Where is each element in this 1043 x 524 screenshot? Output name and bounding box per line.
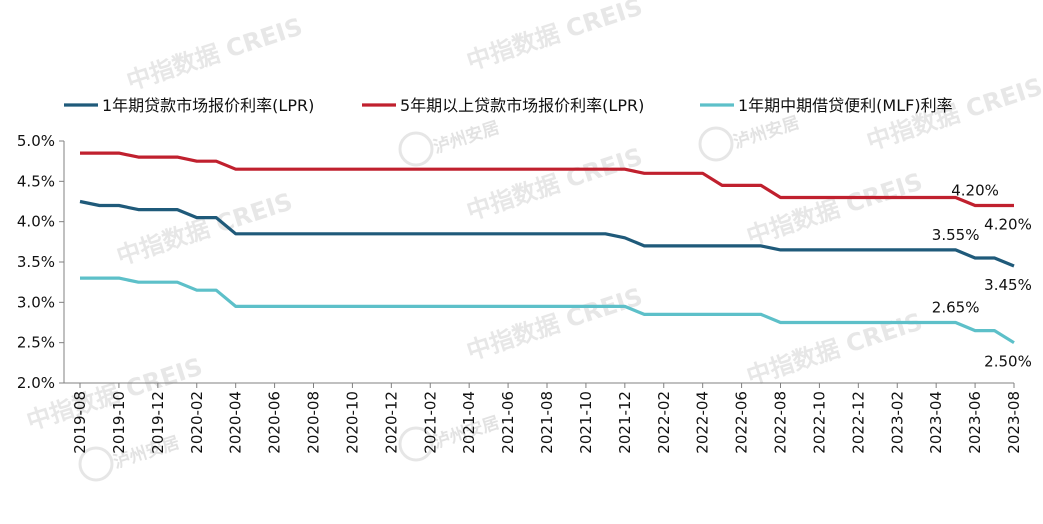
x-tick-label: 2021-10 (577, 391, 595, 454)
x-tick-label: 2019-12 (149, 391, 167, 454)
x-tick-label: 2022-08 (772, 391, 790, 454)
x-tick-label: 2020-12 (382, 391, 400, 454)
x-tick-label: 2019-10 (110, 391, 128, 454)
legend-label-3: 1年期中期借贷便利(MLF)利率 (738, 96, 953, 115)
watermark-text: 中指数据 CREIS (743, 168, 926, 251)
legend-label-2: 5年期以上贷款市场报价利率(LPR) (400, 96, 644, 115)
data-label-3: 2.65% (932, 299, 980, 317)
x-tick-label: 2023-08 (1005, 391, 1023, 454)
watermark-text: 中指数据 CREIS (463, 143, 646, 226)
watermark-text: 中指数据 CREIS (123, 13, 306, 96)
data-label-1: 3.55% (932, 226, 980, 244)
axes: 2.0% 2.5% 3.0% 3.5% 4.0% 4.5% 5.0% 2019-08 2019-… (17, 132, 1023, 454)
watermark-text: 中指数据 CREIS (463, 283, 646, 366)
x-tick-label: 2022-12 (849, 391, 867, 454)
y-tick-label: 5.0% (17, 132, 55, 150)
y-tick-label: 3.0% (17, 293, 55, 311)
series-line-1 (79, 199, 1015, 268)
series-line-3 (80, 276, 1015, 345)
x-tick-label: 2023-04 (927, 391, 945, 454)
x-tick-label: 2021-06 (499, 391, 517, 454)
x-tick-label: 2021-12 (616, 391, 634, 454)
x-tick-label: 2019-08 (71, 391, 89, 454)
legend: 1年期贷款市场报价利率(LPR) 5年期以上贷款市场报价利率(LPR) 1年期中期借… (64, 96, 953, 115)
watermark-logo-icon (698, 126, 734, 162)
y-tick-label: 4.0% (17, 213, 55, 231)
data-label-1: 3.45% (984, 276, 1032, 294)
x-tick-label: 2021-08 (538, 391, 556, 454)
x-tick-label: 2022-04 (694, 391, 712, 454)
x-tick-label: 2022-06 (733, 391, 751, 454)
data-label-2: 4.20% (984, 216, 1032, 234)
y-tick-label: 3.5% (17, 253, 55, 271)
watermark-logo-icon (78, 446, 114, 482)
y-tick-label: 2.0% (17, 374, 55, 392)
legend-label-1: 1年期贷款市场报价利率(LPR) (102, 96, 314, 115)
x-tick-label: 2020-04 (227, 391, 245, 454)
data-label-2: 4.20% (951, 182, 999, 200)
x-tick-label: 2022-02 (655, 391, 673, 454)
watermark-secondary: 泸州安居 (731, 112, 802, 153)
y-tick-label: 2.5% (17, 334, 55, 352)
series-line-2 (80, 151, 1014, 208)
x-tick-label: 2020-02 (188, 391, 206, 454)
watermark-text: 中指数据 CREIS (463, 0, 646, 76)
x-tick-label: 2020-10 (343, 391, 361, 454)
watermark-logo-icon (398, 131, 434, 167)
x-tick-label: 2023-02 (888, 391, 906, 454)
x-tick-label: 2020-08 (305, 391, 323, 454)
watermark-secondary: 泸州安居 (431, 117, 502, 158)
watermark-text: 中指数据 CREIS (113, 188, 296, 271)
data-labels: 3.55% 3.45% 4.20% 4.20% 2.65% 2.50% (932, 182, 1032, 371)
x-tick-label: 2022-10 (810, 391, 828, 454)
x-tick-label: 2020-06 (266, 391, 284, 454)
data-label-3: 2.50% (984, 353, 1032, 371)
watermark-logo-icon (398, 426, 434, 462)
y-tick-label: 4.5% (17, 172, 55, 190)
x-tick-label: 2021-04 (460, 391, 478, 454)
x-tick-label: 2023-06 (966, 391, 984, 454)
series-layer (79, 151, 1015, 345)
x-tick-label: 2021-02 (421, 391, 439, 454)
